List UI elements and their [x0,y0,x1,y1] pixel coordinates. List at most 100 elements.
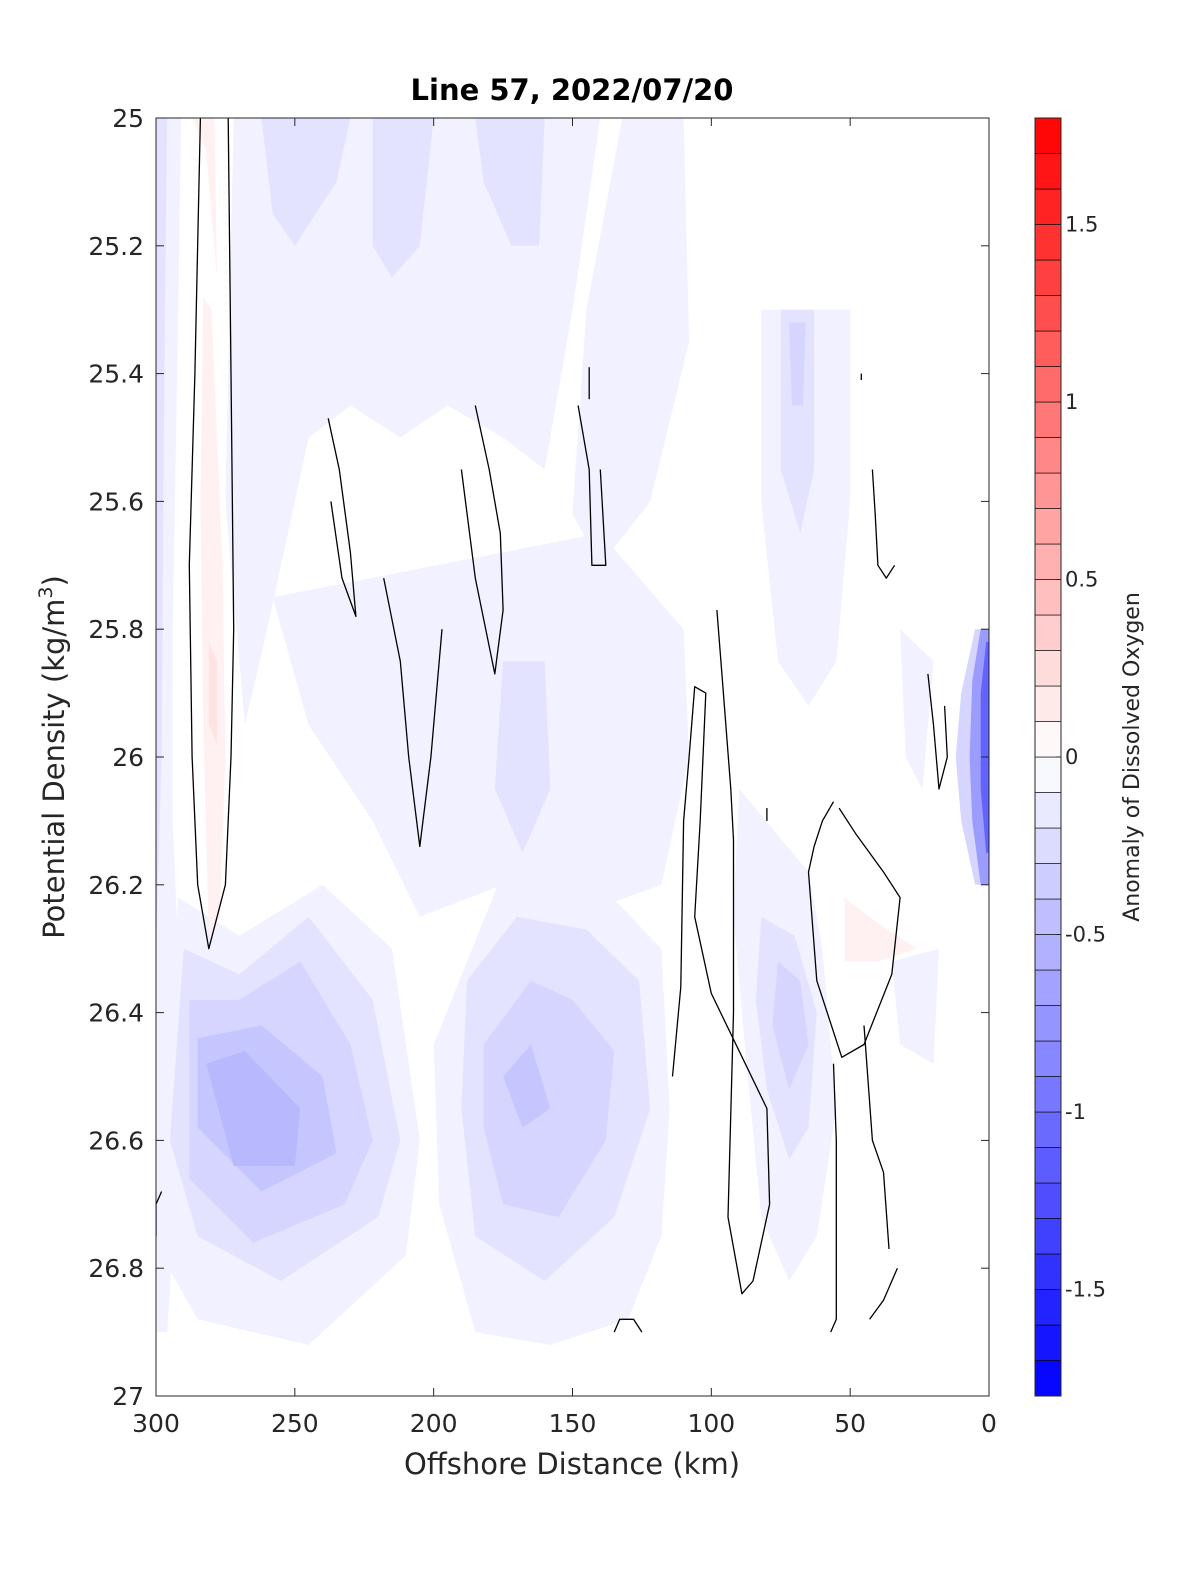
anomaly-region-5 [372,118,434,278]
y-axis-title-main: Potential Density (kg/m [37,599,71,939]
colorbar-swatch [1034,1360,1062,1397]
colorbar-swatch [1034,1111,1062,1148]
anomaly-region-3 [572,118,690,566]
colorbar-swatch [1034,295,1062,332]
zero-contour-2 [383,577,443,848]
colorbar-swatch [1034,934,1062,971]
anomaly-region-6 [475,118,545,246]
x-tick-label: 100 [687,1409,735,1438]
y-tick-label: 25.2 [88,232,144,261]
zero-contour-0 [188,118,235,950]
colorbar-tick-label: 1.5 [1065,213,1098,237]
x-axis-title: Offshore Distance (km) [404,1447,740,1481]
zero-contour-15 [613,1318,643,1333]
y-tick-label: 27 [112,1382,144,1411]
y-tick-label: 26.6 [88,1126,144,1155]
plot-area [155,117,990,1397]
colorbar-tick-label: -1 [1065,1100,1086,1124]
y-tick-label: 25.4 [88,360,144,389]
colorbar-swatch [1034,650,1062,687]
x-tick-label: 150 [549,1409,597,1438]
x-tick-label: 50 [834,1409,866,1438]
zero-contour-13 [863,1025,890,1250]
colorbar-swatch [1034,756,1062,793]
colorbar-swatch [1034,188,1062,225]
y-axis: 25 25.2 25.4 25.6 25.8 26 26.2 26.4 26.6 26.8 27 [88,104,989,1411]
zero-contour-10 [927,673,948,790]
y-axis-title: Potential Density (kg/m3) [35,575,71,939]
colorbar-swatch [1034,1076,1062,1113]
anomaly-region-24 [900,629,934,789]
colorbar-swatch [1034,1005,1062,1042]
anomaly-region-17 [503,1044,551,1128]
colorbar-swatch [1034,1324,1062,1361]
colorbar-swatch [1034,1182,1062,1219]
y-tick-label: 25.6 [88,487,144,516]
y-tick-label: 26.8 [88,1254,144,1283]
colorbar-swatch [1034,330,1062,367]
zero-contour-4 [577,405,607,566]
colorbar-swatch [1034,827,1062,864]
colorbar-swatch [1034,969,1062,1006]
colorbar-swatch [1034,1147,1062,1184]
anomaly-fill-layer [156,118,989,1345]
colorbar-swatch [1034,579,1062,616]
chart-title: Line 57, 2022/07/20 [411,73,734,107]
anomaly-region-8 [494,661,551,853]
anomaly-region-29 [192,118,218,278]
colorbar-swatch [1034,685,1062,722]
colorbar-swatch [1034,863,1062,900]
y-axis-title-superscript: 3 [35,586,57,598]
y-tick-label: 25.8 [88,615,144,644]
anomaly-region-28 [980,642,989,853]
x-tick-label: 300 [132,1409,180,1438]
colorbar-title: Anomaly of Dissolved Oxygen [1120,592,1145,922]
zero-contour-3 [460,405,504,675]
colorbar: 1.5 1 0.5 0 -0.5 -1 -1.5 [1034,117,1106,1397]
anomaly-region-23 [789,322,806,406]
colorbar-swatch [1034,1253,1062,1290]
colorbar-swatch [1034,721,1062,758]
colorbar-swatch [1034,614,1062,651]
colorbar-tick-label: -0.5 [1065,923,1106,947]
colorbar-swatch [1034,259,1062,296]
anomaly-region-30 [200,296,226,936]
colorbar-swatch [1034,117,1062,154]
x-tick-label: 200 [410,1409,458,1438]
x-tick-label: 250 [271,1409,319,1438]
y-tick-label: 25 [112,104,144,133]
anomaly-region-2 [225,118,601,725]
anomaly-region-25 [891,948,939,1064]
colorbar-tick-label: 0 [1065,745,1078,769]
colorbar-swatch [1034,792,1062,829]
colorbar-swatch [1034,1289,1062,1326]
anomaly-region-31 [208,642,218,745]
anomaly-region-22 [780,309,815,534]
anomaly-region-32 [844,897,917,962]
colorbar-tick-label: 1 [1065,390,1078,414]
zero-contour-14 [156,1191,163,1237]
colorbar-swatch [1034,1040,1062,1077]
anomaly-region-13 [206,1050,301,1166]
colorbar-swatch [1034,153,1062,190]
anomaly-region-4 [261,118,351,246]
x-axis: 300 250 200 150 100 50 0 [132,118,997,1438]
colorbar-swatch [1034,401,1062,438]
anomaly-region-20 [772,961,809,1090]
zero-contour-16 [869,1267,898,1320]
zero-contour-8 [807,801,901,1058]
y-tick-label: 26 [112,743,144,772]
colorbar-swatch [1034,472,1062,509]
colorbar-swatch [1034,1218,1062,1255]
colorbar-swatch [1034,224,1062,261]
colorbar-tick-label: 0.5 [1065,568,1098,592]
zero-contour-layer [156,118,948,1333]
anomaly-region-1 [156,118,168,949]
colorbar-swatch [1034,366,1062,403]
anomaly-region-7 [272,533,690,917]
colorbar-swatch [1034,898,1062,935]
x-tick-label: 0 [981,1409,997,1438]
y-axis-title-tail: ) [37,575,71,586]
colorbar-swatch [1034,437,1062,474]
